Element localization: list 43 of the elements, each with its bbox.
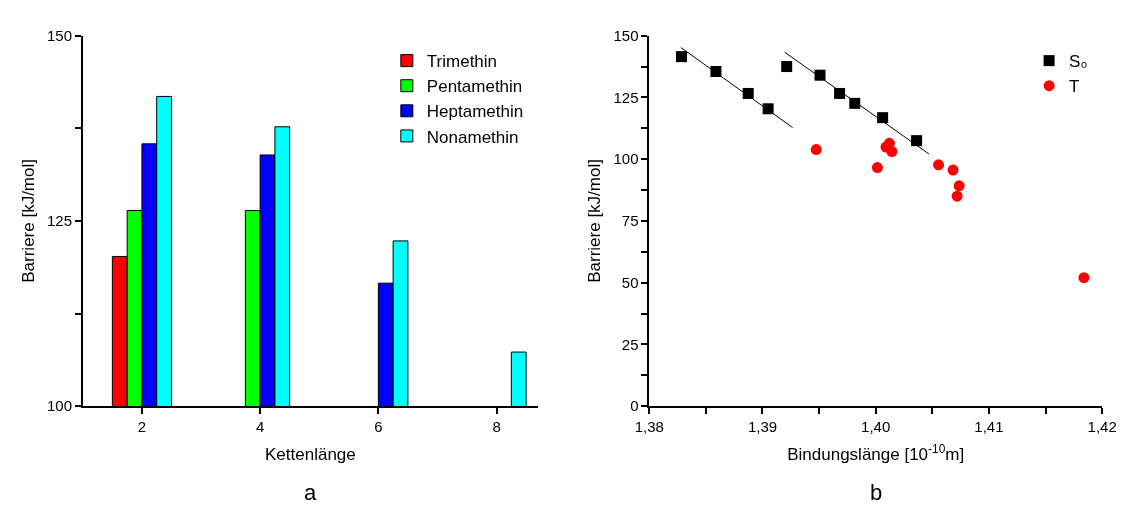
point xyxy=(947,164,959,176)
x-tick-label: 2 xyxy=(137,417,147,435)
text: a xyxy=(304,480,317,505)
y-tick-label: 150 xyxy=(613,26,639,44)
x-tick-label: 1,42 xyxy=(1087,417,1117,435)
point xyxy=(810,144,822,156)
legend-label: T xyxy=(1069,77,1080,97)
point xyxy=(911,135,923,147)
point xyxy=(886,146,898,157)
legend-label: S₀ xyxy=(1069,52,1088,72)
x-tick-label: 1,38 xyxy=(634,417,664,435)
point xyxy=(871,162,883,174)
legend-label: Heptamethin xyxy=(426,102,524,122)
y-tick-label: 150 xyxy=(47,26,73,44)
point xyxy=(781,61,793,73)
x-axis-title: Kettenlänge xyxy=(265,444,356,464)
y-tick-label: 100 xyxy=(613,150,639,168)
legend-label: Trimethin xyxy=(426,52,498,72)
point xyxy=(953,180,965,192)
point xyxy=(676,51,688,63)
y-tick-label: 125 xyxy=(47,212,73,230)
point xyxy=(951,190,963,202)
x-tick-label: 6 xyxy=(374,417,383,435)
y-axis-title: Barriere [kJ/mol] xyxy=(585,159,605,283)
point xyxy=(1078,272,1090,284)
x-tick-label: 8 xyxy=(492,417,501,435)
x-tick-label: 1,39 xyxy=(747,417,778,435)
legend-label: Nonamethin xyxy=(426,127,519,147)
x-tick-label: 4 xyxy=(255,417,265,435)
y-tick-label: 125 xyxy=(613,88,639,106)
x-tick-label: 1,41 xyxy=(974,417,1004,435)
point xyxy=(877,112,889,124)
y-tick-label: 50 xyxy=(621,273,639,291)
point xyxy=(933,159,945,171)
y-tick-label: 25 xyxy=(621,335,639,353)
y-tick-label: 0 xyxy=(630,397,639,415)
y-axis-title: Barriere [kJ/mol] xyxy=(19,159,39,283)
x-tick-label: 1,40 xyxy=(861,417,891,435)
text: b xyxy=(870,480,883,505)
y-tick-label: 100 xyxy=(47,397,73,415)
x-axis-title: Bindungslänge [10$^{-10}$m] xyxy=(787,441,965,464)
y-tick-label: 75 xyxy=(621,212,639,230)
legend-label: Pentamethin xyxy=(426,77,523,97)
